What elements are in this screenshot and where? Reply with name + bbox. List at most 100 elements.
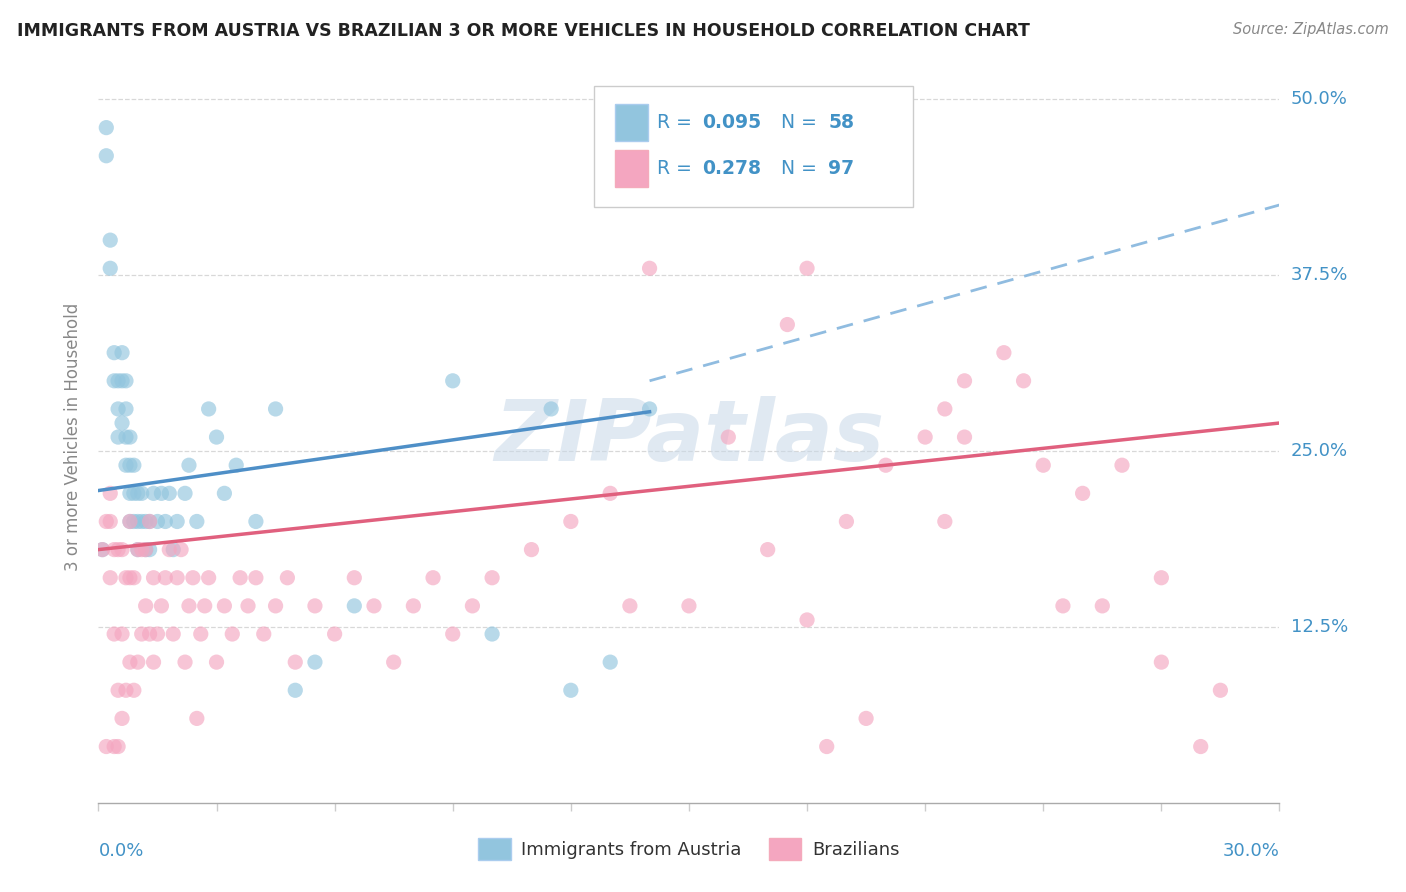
- Point: [111, 542, 134, 557]
- Point: [205, 430, 228, 444]
- Point: [441, 374, 464, 388]
- Point: [103, 345, 125, 359]
- Point: [796, 613, 818, 627]
- Point: [245, 515, 267, 529]
- Text: 50.0%: 50.0%: [1291, 90, 1347, 109]
- Point: [181, 571, 204, 585]
- Point: [170, 542, 193, 557]
- Point: [138, 627, 160, 641]
- Point: [157, 542, 180, 557]
- Point: [253, 627, 276, 641]
- Point: [796, 261, 818, 276]
- Point: [107, 542, 129, 557]
- Point: [560, 515, 582, 529]
- Point: [111, 416, 134, 430]
- Point: [98, 515, 121, 529]
- Point: [441, 627, 464, 641]
- Point: [1150, 571, 1173, 585]
- Point: [150, 599, 173, 613]
- Point: [934, 401, 956, 416]
- Point: [146, 627, 169, 641]
- Text: IMMIGRANTS FROM AUSTRIA VS BRAZILIAN 3 OR MORE VEHICLES IN HOUSEHOLD CORRELATION: IMMIGRANTS FROM AUSTRIA VS BRAZILIAN 3 O…: [17, 22, 1029, 40]
- Point: [115, 430, 138, 444]
- Point: [638, 401, 661, 416]
- Point: [135, 599, 157, 613]
- Point: [229, 571, 252, 585]
- Text: R =: R =: [657, 159, 697, 178]
- Point: [599, 486, 621, 500]
- Point: [304, 599, 326, 613]
- Point: [118, 571, 141, 585]
- Point: [284, 683, 307, 698]
- Point: [177, 599, 200, 613]
- Point: [103, 627, 125, 641]
- Point: [122, 571, 145, 585]
- Point: [122, 683, 145, 698]
- Point: [135, 542, 157, 557]
- Point: [103, 739, 125, 754]
- Legend: Immigrants from Austria, Brazilians: Immigrants from Austria, Brazilians: [471, 830, 907, 867]
- Point: [197, 571, 219, 585]
- Point: [540, 401, 562, 416]
- Point: [245, 571, 267, 585]
- Point: [304, 655, 326, 669]
- Point: [481, 571, 503, 585]
- Point: [118, 515, 141, 529]
- Point: [107, 683, 129, 698]
- Point: [98, 233, 121, 247]
- Point: [177, 458, 200, 473]
- Point: [174, 655, 197, 669]
- Point: [146, 515, 169, 529]
- Point: [174, 486, 197, 500]
- Point: [638, 261, 661, 276]
- Point: [914, 430, 936, 444]
- Point: [118, 430, 141, 444]
- FancyBboxPatch shape: [614, 104, 648, 141]
- Point: [111, 345, 134, 359]
- Point: [115, 401, 138, 416]
- Text: N =: N =: [782, 159, 823, 178]
- Point: [91, 542, 114, 557]
- Point: [1111, 458, 1133, 473]
- Point: [107, 401, 129, 416]
- Point: [162, 627, 184, 641]
- Point: [115, 374, 138, 388]
- Point: [155, 515, 177, 529]
- Point: [115, 571, 138, 585]
- Point: [135, 542, 157, 557]
- Text: 37.5%: 37.5%: [1291, 267, 1348, 285]
- Point: [323, 627, 346, 641]
- Point: [127, 515, 149, 529]
- Point: [560, 683, 582, 698]
- Point: [96, 739, 118, 754]
- Point: [142, 486, 165, 500]
- Text: 30.0%: 30.0%: [1223, 842, 1279, 860]
- Text: 12.5%: 12.5%: [1291, 618, 1348, 636]
- Point: [1209, 683, 1232, 698]
- Point: [122, 458, 145, 473]
- Point: [1150, 655, 1173, 669]
- Point: [131, 542, 153, 557]
- Point: [98, 261, 121, 276]
- Point: [107, 374, 129, 388]
- Point: [118, 655, 141, 669]
- Point: [1052, 599, 1074, 613]
- Point: [776, 318, 799, 332]
- Text: ZIPatlas: ZIPatlas: [494, 395, 884, 479]
- Point: [127, 486, 149, 500]
- Point: [276, 571, 298, 585]
- Text: 0.278: 0.278: [702, 159, 761, 178]
- FancyBboxPatch shape: [614, 151, 648, 187]
- Point: [194, 599, 217, 613]
- Point: [678, 599, 700, 613]
- Text: 0.095: 0.095: [702, 113, 761, 132]
- Point: [717, 430, 740, 444]
- Point: [214, 486, 236, 500]
- Point: [166, 515, 188, 529]
- Point: [127, 655, 149, 669]
- Point: [197, 401, 219, 416]
- Text: 58: 58: [828, 113, 855, 132]
- Text: R =: R =: [657, 113, 697, 132]
- Point: [127, 542, 149, 557]
- Text: 25.0%: 25.0%: [1291, 442, 1348, 460]
